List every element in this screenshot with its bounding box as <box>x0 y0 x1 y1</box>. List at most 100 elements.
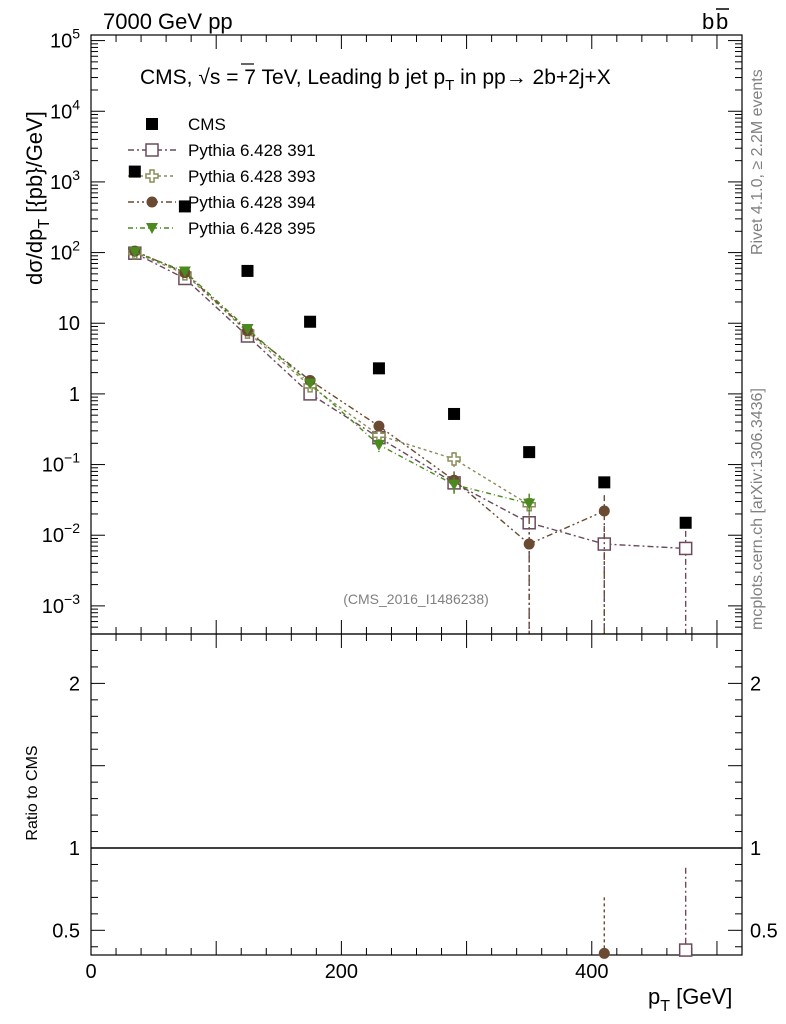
series-pythia-6-428-391 <box>128 246 693 634</box>
ratio-series-pythia-6-428-394 <box>598 897 610 959</box>
y-tick-label: 1 <box>69 384 80 406</box>
x-tick-label: 200 <box>325 961 358 983</box>
data-point <box>448 407 461 420</box>
data-point <box>372 439 385 451</box>
data-point <box>523 538 535 550</box>
x-tick-label: 0 <box>85 961 96 983</box>
legend-marker <box>145 169 159 183</box>
data-point <box>373 420 385 432</box>
series-line <box>134 252 686 550</box>
series-cms <box>128 165 692 529</box>
ylabel-main: dσ/dp <box>22 229 47 285</box>
legend-item: Pythia 6.428 391 <box>128 141 316 160</box>
legend-label: Pythia 6.428 391 <box>188 141 316 160</box>
y-tick-label: 102 <box>50 238 80 265</box>
rivet-version-label: Rivet 4.1.0, ≥ 2.2M events <box>749 69 766 255</box>
ylabel-sub: T <box>36 219 53 229</box>
data-point <box>128 165 141 178</box>
series-pythia-6-428-395 <box>128 246 536 518</box>
legend-marker <box>146 118 158 130</box>
legend-marker <box>146 196 158 208</box>
data-point <box>128 246 141 258</box>
data-point <box>678 541 693 556</box>
main-y-ticks <box>91 40 742 635</box>
title-prefix: CMS, <box>140 66 198 89</box>
main-y-axis-label: dσ/dpT [{pb}/GeV] <box>22 111 53 285</box>
xlabel-main: p <box>648 984 660 1009</box>
y-tick-label: 105 <box>50 26 80 53</box>
svg-text:CMS, √s = 7 TeV, Leading b jet: CMS, √s = 7 TeV, Leading b jet pT in pp→… <box>140 66 611 94</box>
legend-item: Pythia 6.428 395 <box>128 219 316 238</box>
ratio-y-tick-labels: 0.5 0.5 1 1 2 2 <box>52 673 778 942</box>
ratio-y-tick-label-right: 2 <box>750 673 761 695</box>
data-point <box>304 315 317 328</box>
y-tick-label: 10 <box>58 313 80 335</box>
data-point <box>304 378 317 390</box>
xlabel-sub: T <box>660 998 670 1015</box>
legend-item: CMS <box>146 115 226 134</box>
legend-label: Pythia 6.428 395 <box>188 219 316 238</box>
header-energy-label: 7000 GeV pp <box>103 9 233 34</box>
data-point <box>241 323 254 335</box>
y-tick-label: 10−1 <box>42 450 80 477</box>
title-suffix: in pp→ 2b+2j+X <box>454 66 610 89</box>
y-tick-label: 103 <box>50 167 80 194</box>
analysis-watermark: (CMS_2016_I1486238) <box>343 591 489 607</box>
ratio-x-ticks <box>90 634 743 955</box>
ratio-y-tick-label: 1 <box>69 838 80 860</box>
title-s: s <box>210 66 221 89</box>
data-point <box>178 266 191 278</box>
series-line <box>134 251 530 506</box>
data-point <box>598 505 610 517</box>
xlabel-end: [GeV] <box>670 984 732 1009</box>
ratio-y-ticks <box>91 649 742 948</box>
header-process-b: b <box>702 9 714 34</box>
svg-text:pT [GeV]: pT [GeV] <box>648 984 732 1015</box>
ratio-y-tick-label: 0.5 <box>52 920 80 942</box>
data-point <box>679 516 692 529</box>
ratio-y-tick-label-right: 1 <box>750 838 761 860</box>
title-sqrt: √ <box>198 66 210 89</box>
ratio-y-tick-label: 2 <box>69 673 80 695</box>
ratio-plot-frame <box>90 633 743 956</box>
main-x-ticks <box>90 35 743 634</box>
data-point <box>241 264 254 277</box>
ratio-y-tick-label-right: 0.5 <box>750 920 778 942</box>
header-process-label: b b <box>702 8 729 34</box>
legend-label: CMS <box>188 115 226 134</box>
data-point <box>523 446 536 459</box>
legend-item: Pythia 6.428 393 <box>128 167 316 186</box>
legend: CMS Pythia 6.428 391 Pythia 6.428 393 Pythi… <box>128 115 316 238</box>
y-tick-label: 104 <box>50 96 80 123</box>
series-line <box>134 251 530 505</box>
main-series-layer <box>128 165 693 634</box>
series-line <box>134 250 605 545</box>
y-tick-label: 10−3 <box>42 591 80 618</box>
title-sub: T <box>445 77 454 94</box>
series-pythia-6-428-393 <box>128 245 536 519</box>
ratio-data-point <box>678 943 693 957</box>
legend-marker <box>146 223 158 234</box>
main-y-tick-labels: 10−3 10−2 10−1 1 10 102 103 104 105 <box>42 26 80 618</box>
x-tick-label: 400 <box>575 961 608 983</box>
legend-label: Pythia 6.428 394 <box>188 193 316 212</box>
mcplots-label: mcplots.cern.ch [arXiv:1306.3436] <box>749 388 766 630</box>
data-point <box>178 200 191 213</box>
data-point <box>447 452 461 466</box>
ylabel-end: [{pb}/GeV] <box>22 111 47 219</box>
ratio-x-axis-label: pT [GeV] <box>648 984 732 1015</box>
ratio-series-layer <box>598 867 693 959</box>
ratio-x-tick-labels: 0 200 400 <box>85 961 608 983</box>
data-point <box>372 362 385 375</box>
series-pythia-6-428-394 <box>129 245 610 634</box>
ratio-series-pythia-6-428-391 <box>678 867 693 957</box>
header-process-bbar: b <box>716 9 728 34</box>
legend-marker <box>145 143 159 157</box>
main-title: CMS, √s = 7 TeV, Leading b jet pT in pp→… <box>140 63 611 94</box>
data-point <box>523 498 536 510</box>
ratio-y-axis-label: Ratio to CMS <box>24 745 41 840</box>
svg-text:dσ/dpT [{pb}/GeV]: dσ/dpT [{pb}/GeV] <box>22 111 53 285</box>
ratio-plot-panel: 0.5 0.5 1 1 2 2 0 200 400 Ratio to CMS pT [GeV] <box>24 633 778 1015</box>
